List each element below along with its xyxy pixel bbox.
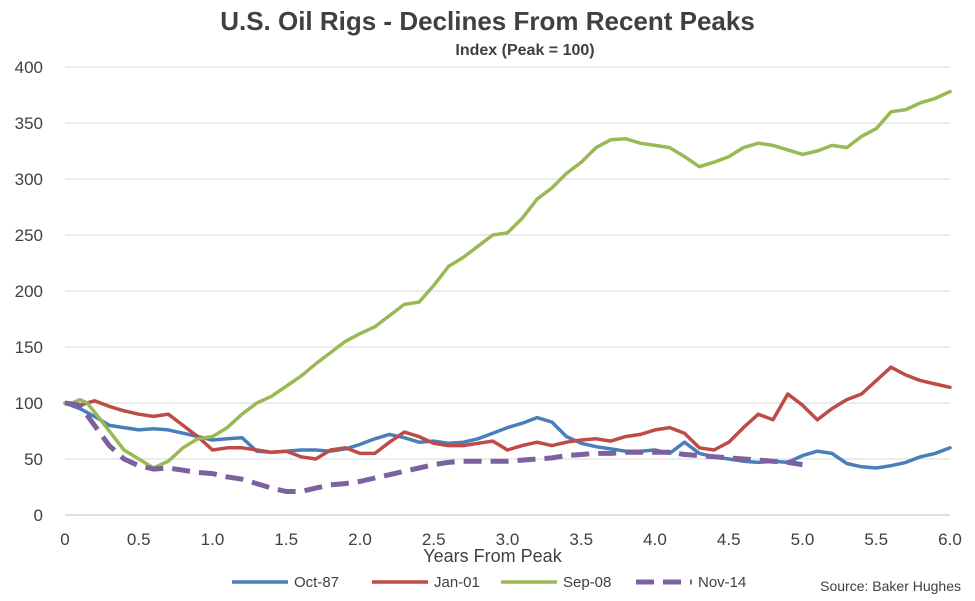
x-tick-label: 2.5 <box>422 530 446 549</box>
legend-label-nov-14: Nov-14 <box>698 574 746 591</box>
y-tick-label: 0 <box>34 506 43 525</box>
series-line-nov-14 <box>64 400 803 494</box>
x-tick-label: 3.5 <box>569 530 593 549</box>
y-tick-label: 200 <box>15 282 43 301</box>
y-tick-label: 100 <box>15 394 43 413</box>
y-tick-label: 350 <box>15 114 43 133</box>
x-axis-title: Years From Peak <box>423 546 562 566</box>
x-tick-label: 1.0 <box>201 530 225 549</box>
legend-label-sep-08: Sep-08 <box>563 574 611 591</box>
series-line-jan-01 <box>63 365 952 461</box>
chart-title: U.S. Oil Rigs - Declines From Recent Pea… <box>220 6 755 36</box>
y-tick-label: 250 <box>15 226 43 245</box>
series-lines <box>63 89 952 494</box>
x-axis-tick-labels: 0 0.5 1.0 1.5 2.0 2.5 3.0 3.5 4.0 4.5 5.0 5.5 6.0 <box>60 530 962 549</box>
series-line-sep-08 <box>63 89 952 470</box>
y-tick-label: 400 <box>15 58 43 77</box>
x-tick-label: 0 <box>60 530 69 549</box>
x-tick-label: 0.5 <box>127 530 151 549</box>
x-tick-label: 2.0 <box>348 530 372 549</box>
x-tick-label: 1.5 <box>274 530 298 549</box>
x-tick-label: 3.0 <box>496 530 520 549</box>
x-tick-label: 4.0 <box>643 530 667 549</box>
chart-subtitle: Index (Peak = 100) <box>455 42 595 59</box>
x-tick-label: 5.5 <box>864 530 888 549</box>
legend-label-oct-87: Oct-87 <box>294 574 339 591</box>
gridlines <box>65 66 950 460</box>
y-tick-label: 300 <box>15 170 43 189</box>
y-tick-label: 150 <box>15 338 43 357</box>
source-note: Source: Baker Hughes <box>820 578 961 594</box>
x-tick-label: 4.5 <box>717 530 741 549</box>
y-axis-tick-labels: 0 50 100 150 200 250 300 350 400 <box>15 58 43 525</box>
legend-label-jan-01: Jan-01 <box>434 574 480 591</box>
legend: Oct-87 Jan-01 Sep-08 Nov-14 <box>232 574 746 591</box>
x-tick-label: 6.0 <box>938 530 962 549</box>
y-tick-label: 50 <box>24 450 43 469</box>
x-tick-label: 5.0 <box>791 530 815 549</box>
series-line-oct-87 <box>63 401 952 470</box>
